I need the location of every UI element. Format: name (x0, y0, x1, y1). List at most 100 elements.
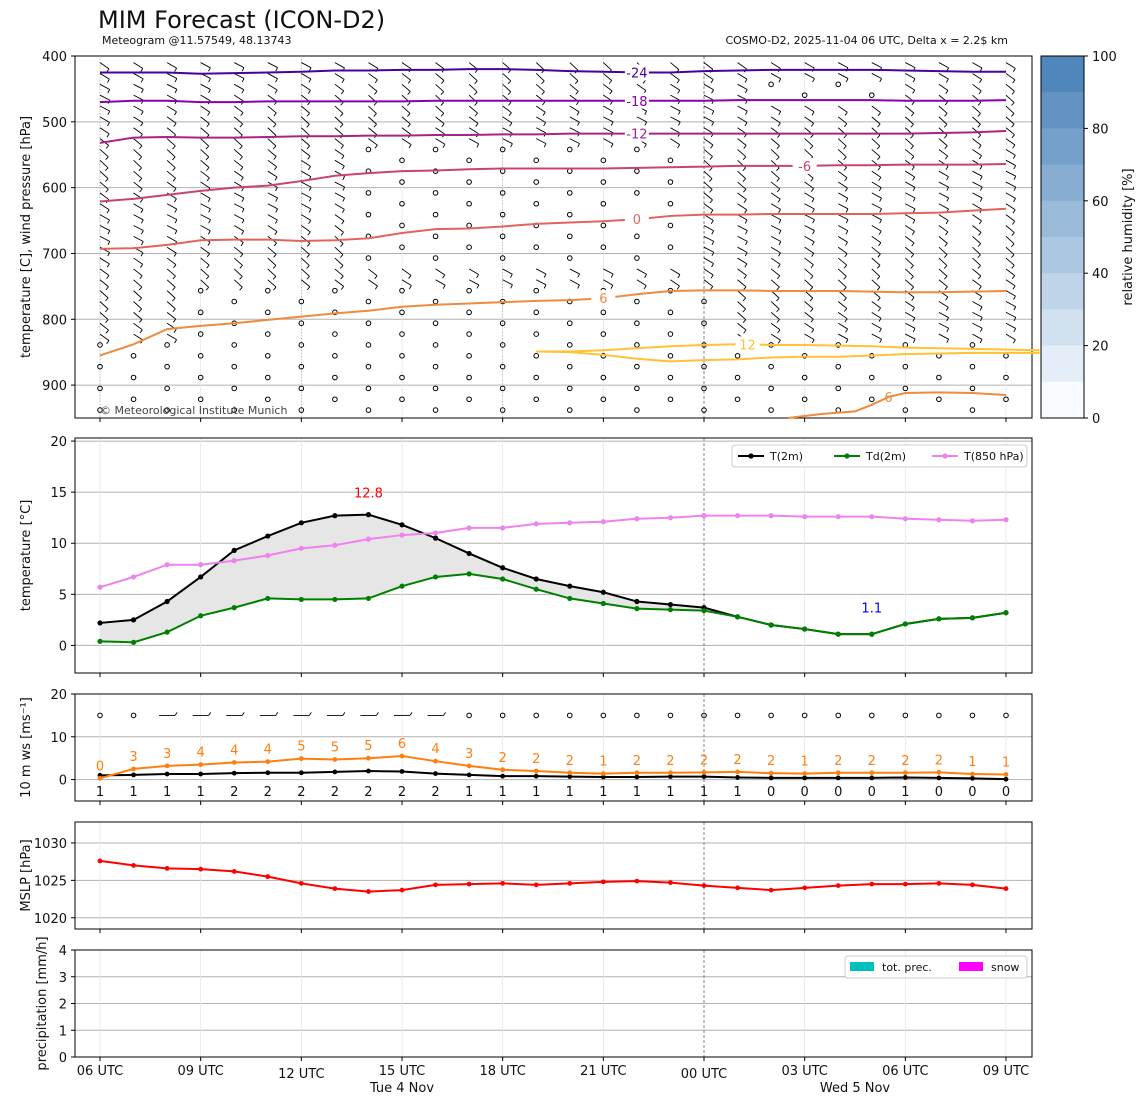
wind-barb-flag (272, 145, 277, 150)
point-td-2m- (835, 631, 841, 637)
wind-barb (334, 138, 344, 146)
wind-barb (770, 116, 781, 124)
gust-value-label: 5 (297, 740, 305, 755)
wind-barb-flag (744, 263, 748, 268)
wind-barb (770, 170, 780, 179)
wind-barb (334, 83, 344, 92)
point-gust (634, 770, 640, 776)
point-mslp (701, 883, 707, 889)
wind-barb-flag (374, 79, 378, 84)
calm-marker (667, 712, 674, 719)
wind-barb-flag (1013, 165, 1017, 170)
calm-marker (566, 385, 573, 392)
wind-barb (703, 149, 713, 157)
wind-barb (837, 311, 848, 320)
wind-barb (972, 138, 982, 146)
wind-barb (435, 105, 445, 114)
wind-barb-flag (173, 252, 177, 257)
point-wind-speed (634, 774, 640, 780)
wind-barb-flag (978, 220, 982, 225)
x-tick-label: 00 UTC (681, 1067, 727, 1082)
wind-barb (267, 225, 278, 232)
wind-barb (334, 62, 345, 69)
wind-barb (301, 246, 310, 255)
wind-barb (99, 105, 110, 112)
point-t-850-hpa- (1003, 517, 1009, 523)
wind-barb-flag (373, 113, 377, 117)
wind-barb (670, 138, 680, 145)
calm-marker (801, 374, 808, 381)
wind-barb-flag (308, 197, 312, 202)
calm-marker (768, 407, 774, 413)
wind-barb (804, 235, 815, 243)
calm-marker (566, 146, 573, 153)
wind-barb (234, 83, 245, 91)
wind-barb (267, 105, 277, 114)
wind-barb-flag (1011, 134, 1015, 139)
wind-barb-flag (509, 122, 513, 127)
wind-barb-flag (776, 319, 780, 323)
wind-barb-flag (308, 186, 312, 191)
wind-barb-flag (106, 209, 110, 214)
wind-barb-flag (407, 79, 412, 84)
point-gust (802, 771, 808, 777)
point-wind-speed (567, 774, 573, 780)
point-gust (366, 755, 371, 761)
wind-barb (837, 301, 848, 309)
wind-barb-flag (879, 78, 882, 83)
wind-barb (871, 268, 881, 277)
wind-barb (938, 214, 949, 221)
wind-barb (502, 116, 513, 124)
wind-barb-flag (810, 123, 814, 127)
point-mslp (634, 878, 640, 884)
wind-barb-flag (541, 91, 545, 95)
wind-barb-flag (810, 308, 814, 313)
wind-barb (972, 116, 981, 125)
wind-barb (99, 127, 110, 135)
point-t-2m- (600, 589, 606, 595)
wind-barb (972, 105, 981, 114)
wind-barb (804, 116, 814, 124)
calm-marker (533, 287, 540, 294)
point-wind-speed (1003, 776, 1009, 782)
wind-barb-flag (946, 176, 949, 181)
wind-barb-flag (241, 230, 245, 235)
wind-barb-flag (241, 197, 245, 202)
wind-barb (871, 311, 882, 319)
wind-barb-flag (1010, 113, 1015, 117)
wind-barb-flag (742, 167, 746, 172)
point-td-2m- (768, 622, 774, 628)
wind-barb-flag (1011, 102, 1015, 106)
wind-barb (1005, 138, 1016, 146)
wind-barb (737, 268, 747, 276)
wind-barb (871, 235, 882, 243)
wind-barb (99, 170, 109, 179)
wind-barb (972, 83, 982, 92)
wind-barb (837, 246, 848, 255)
wind-speed-value-label: 1 (465, 785, 473, 800)
wind-barb (804, 138, 814, 147)
wind-barb-flag (911, 242, 915, 247)
wind-barb-flag (308, 220, 312, 225)
calm-marker (499, 342, 506, 348)
wind-barb-flag (510, 273, 513, 278)
wind-barb (166, 268, 176, 277)
wind-barb-flag (374, 144, 378, 149)
wind-barb (267, 116, 277, 125)
wind-barb-flag (240, 177, 244, 181)
wind-barb (972, 246, 981, 256)
wind-barb-flag (710, 209, 714, 214)
calm-marker (667, 157, 674, 164)
point-gust (902, 770, 908, 776)
wind-barb-flag (912, 219, 916, 224)
wind-barb-flag (206, 167, 210, 171)
wind-barb (267, 214, 278, 221)
legend-label: T(850 hPa) (963, 450, 1024, 463)
wind-barb-flag (239, 166, 244, 171)
wind-barb (99, 301, 109, 310)
wind-barb-flag (643, 143, 647, 148)
point-wind-speed (366, 768, 371, 774)
calm-marker (533, 157, 540, 164)
calm-marker (466, 287, 472, 294)
wind-barb-flag (541, 80, 545, 85)
